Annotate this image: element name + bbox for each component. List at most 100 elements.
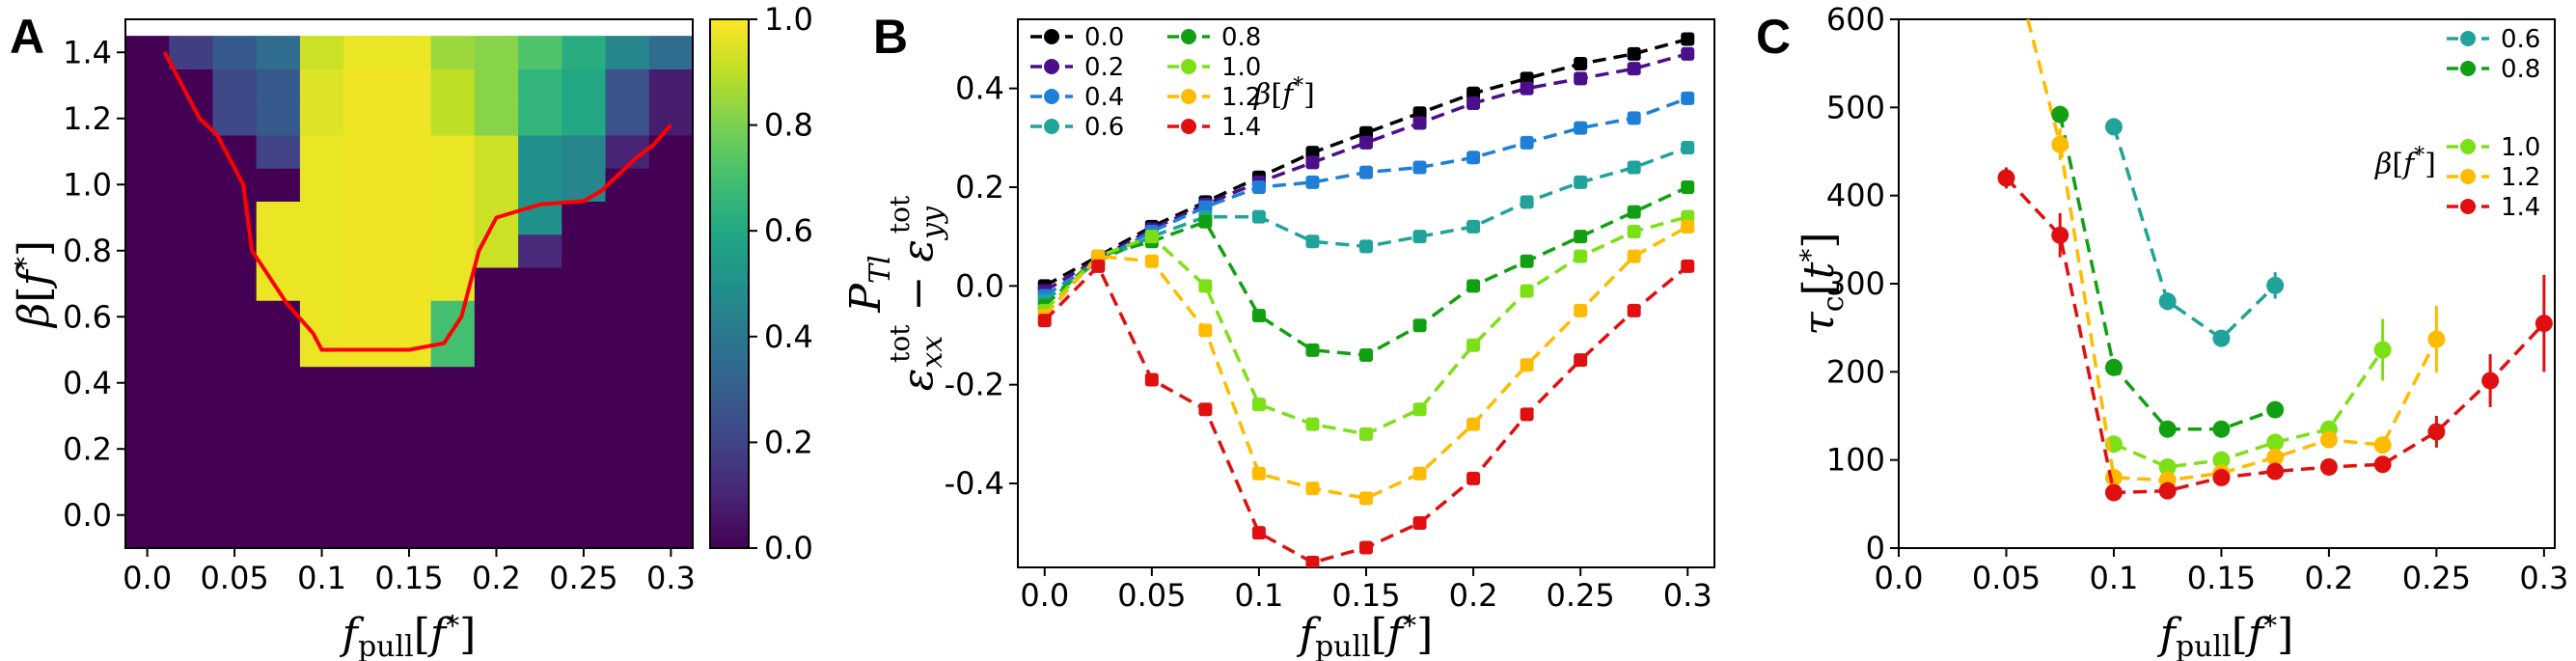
panel-c-lines <box>1997 19 2553 502</box>
data-point <box>1305 482 1320 496</box>
x-tick-label: 0.05 <box>200 560 268 596</box>
data-point <box>1412 318 1427 333</box>
legend-marker <box>1044 89 1059 104</box>
heatmap-cell <box>256 300 301 334</box>
data-point <box>1251 398 1266 412</box>
data-point <box>1681 32 1695 46</box>
heatmap-cell <box>299 36 344 69</box>
legend-label: 0.8 <box>1221 23 1261 52</box>
colorbar-ticks: 0.0 0.2 0.4 0.6 0.8 1.0 <box>749 1 813 566</box>
data-point <box>2266 462 2285 481</box>
legend-marker <box>2460 61 2476 76</box>
heatmap-cell <box>343 134 388 169</box>
heatmap-cell <box>256 36 301 69</box>
heatmap-cell <box>474 101 519 136</box>
data-point <box>1144 230 1159 244</box>
heatmap-cell <box>212 416 258 483</box>
heatmap-cell <box>169 101 214 136</box>
data-point <box>1466 219 1481 234</box>
data-point <box>1466 279 1481 293</box>
data-point <box>1574 121 1588 135</box>
heatmap-cell <box>605 366 650 417</box>
data-point <box>2373 455 2392 474</box>
legend-marker <box>1044 119 1059 134</box>
heatmap-cell <box>125 333 170 368</box>
heatmap-cell <box>343 69 388 103</box>
heatmap-cell <box>125 366 170 417</box>
x-tick-label: 0.2 <box>2304 560 2353 596</box>
data-point <box>1466 151 1481 165</box>
heatmap-cell <box>212 366 258 417</box>
heatmap-cell <box>256 416 301 483</box>
heatmap-cell <box>387 101 432 136</box>
heatmap-cell <box>474 482 519 548</box>
data-point <box>2212 451 2231 469</box>
data-point <box>2266 448 2285 466</box>
data-point <box>1574 249 1588 263</box>
heatmap-cell <box>299 134 344 169</box>
heatmap-cell <box>562 366 607 417</box>
legend-marker <box>1044 59 1059 74</box>
heatmap-cell <box>169 416 214 483</box>
heatmap-cell <box>343 416 388 483</box>
panel-c-ylabel: τc[t*] <box>1795 232 1850 335</box>
data-point <box>1627 225 1641 239</box>
y-tick-label: 200 <box>1826 353 1885 390</box>
x-tick-label: 0.15 <box>374 560 443 596</box>
heatmap-cell <box>125 69 170 103</box>
data-point <box>1627 303 1641 317</box>
x-tick-label: 0.1 <box>2090 560 2139 596</box>
data-point <box>1251 466 1266 481</box>
legend-marker <box>2460 199 2476 214</box>
data-point <box>1305 234 1320 249</box>
panel-c-xlabel: fpull[f*] <box>2157 610 2294 661</box>
heatmap-cell <box>518 134 562 169</box>
heatmap-cell <box>648 69 693 103</box>
data-point <box>1305 417 1320 431</box>
data-point <box>1574 71 1588 86</box>
x-tick-label: 0.25 <box>549 560 617 596</box>
data-point <box>1412 466 1427 481</box>
heatmap-cell <box>648 36 693 69</box>
heatmap-cell <box>474 134 519 169</box>
heatmap-cell <box>387 300 432 334</box>
x-tick-label: 0.3 <box>646 560 696 596</box>
x-tick-label: 0.15 <box>2187 560 2256 596</box>
heatmap-cell <box>518 300 562 334</box>
y-tick-label: 100 <box>1826 442 1885 479</box>
heatmap-cell <box>299 482 344 548</box>
heatmap-cell <box>343 366 388 417</box>
data-point <box>1251 526 1266 540</box>
x-tick-label: 0.3 <box>1663 577 1713 614</box>
heatmap-cell <box>562 300 607 334</box>
series-line-1.2 <box>2058 144 2438 482</box>
heatmap-cell <box>387 69 432 103</box>
data-point <box>2535 315 2553 333</box>
heatmap-cell <box>518 266 562 301</box>
data-point <box>1251 179 1266 194</box>
data-point <box>1305 175 1320 189</box>
data-point <box>1627 62 1641 76</box>
x-tick-label: 0.0 <box>1020 577 1069 614</box>
y-tick-label: 0.2 <box>63 430 112 467</box>
heatmap-cell <box>343 234 388 268</box>
heatmap-cell <box>169 266 214 301</box>
heatmap-cell <box>518 482 562 548</box>
heatmap-cell <box>474 266 519 301</box>
data-point <box>1198 402 1213 417</box>
data-point <box>2104 358 2123 376</box>
legend-marker <box>1181 59 1196 74</box>
data-point <box>1305 155 1320 170</box>
data-point <box>2481 372 2500 390</box>
heatmap-cell <box>256 134 301 169</box>
panel-c-y-ticks: 0 100 200 300 400 500 600 <box>1826 1 1899 566</box>
heatmap-cell <box>562 416 607 483</box>
heatmap-cell <box>343 101 388 136</box>
heatmap-cell <box>256 168 301 202</box>
heatmap-cell <box>605 333 650 368</box>
data-point <box>2319 430 2338 449</box>
heatmap-cell <box>474 300 519 334</box>
data-point <box>2158 482 2177 500</box>
heatmap-cell <box>605 69 650 103</box>
heatmap-cell <box>605 36 650 69</box>
